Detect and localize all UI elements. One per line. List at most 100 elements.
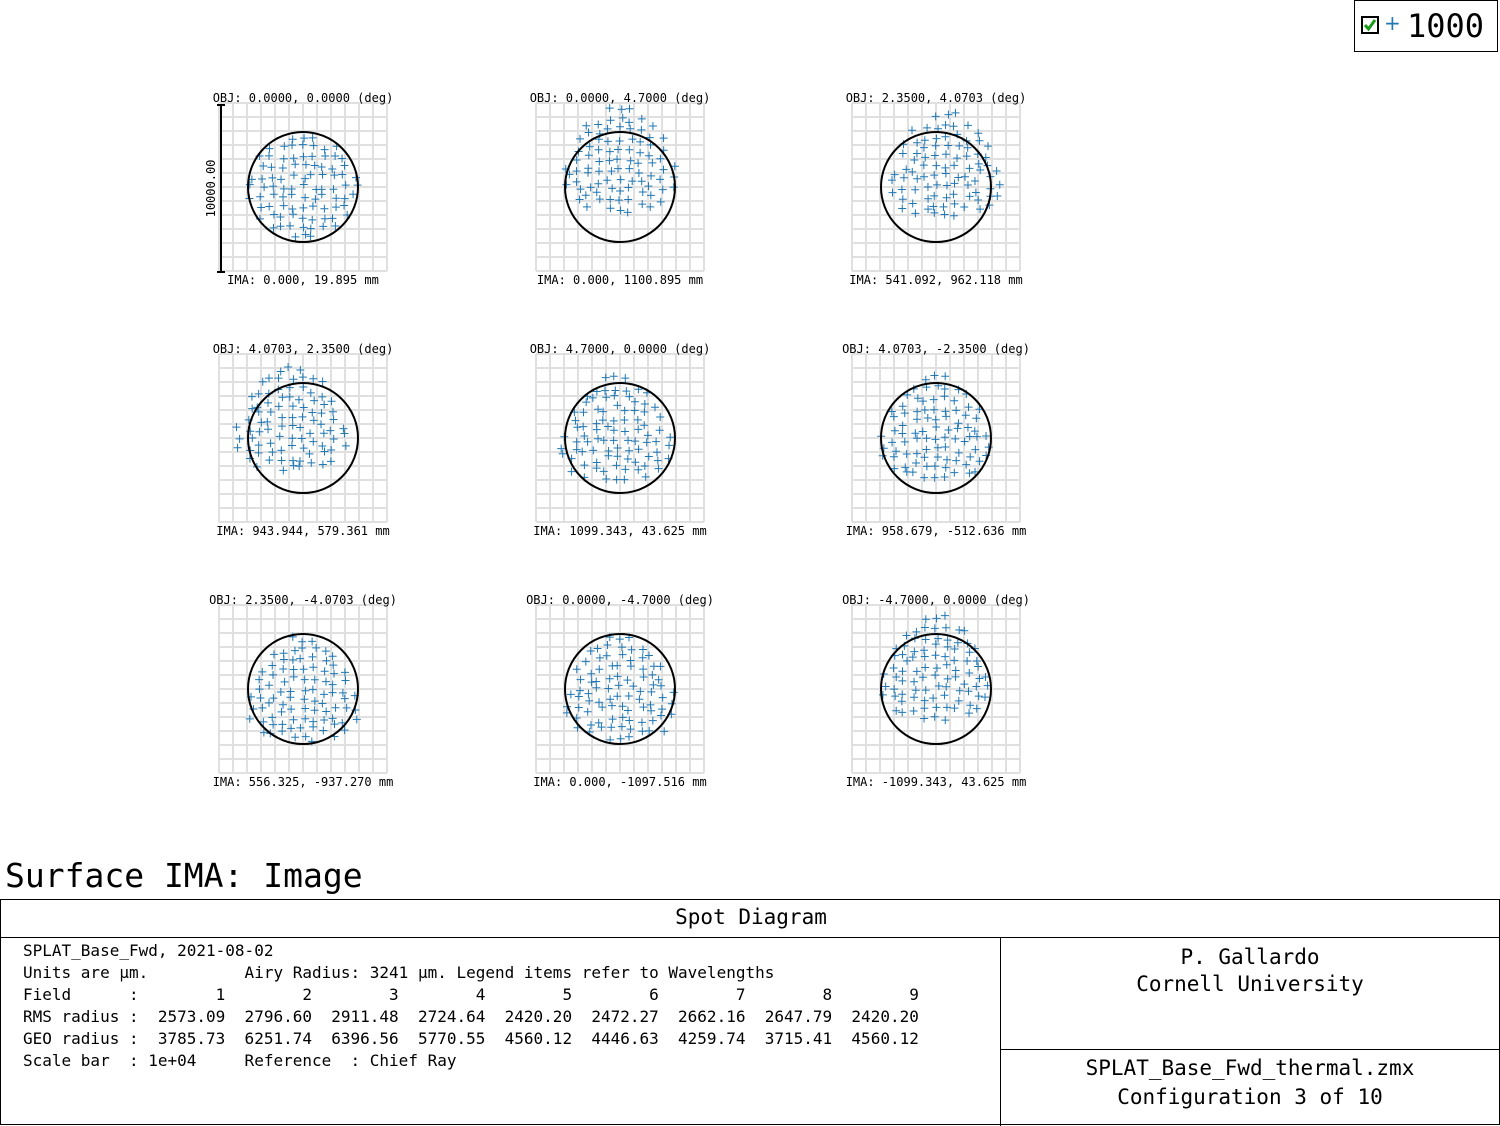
spot-marker	[646, 191, 655, 200]
spot-marker	[981, 673, 990, 682]
spot-marker	[299, 180, 308, 189]
spot-marker	[255, 427, 264, 436]
spot-marker	[269, 650, 278, 659]
spot-marker	[621, 465, 630, 474]
spot-marker	[310, 697, 319, 706]
spot-marker	[327, 445, 336, 454]
spot-marker	[296, 723, 305, 732]
spot-marker	[606, 204, 615, 213]
spot-marker	[289, 672, 298, 681]
spot-marker	[888, 176, 896, 185]
spot-marker	[930, 171, 939, 180]
spot-marker	[972, 704, 981, 713]
summary-line-geo: GEO radius : 3785.73 6251.74 6396.56 577…	[23, 1029, 919, 1048]
spot-marker	[288, 421, 297, 430]
spot-marker	[941, 407, 950, 416]
spot-marker	[652, 437, 661, 446]
spot-marker	[276, 688, 285, 697]
spot-marker	[620, 406, 629, 415]
object-field-label: OBJ: 0.0000, 4.7000 (deg)	[530, 91, 711, 105]
spot-marker	[903, 656, 912, 665]
spot-marker	[949, 122, 958, 131]
spot-marker	[889, 452, 898, 461]
spot-marker	[279, 700, 288, 709]
spot-marker	[631, 397, 640, 406]
spot-marker	[920, 696, 929, 705]
spot-marker	[330, 171, 339, 180]
spot-marker	[232, 423, 241, 432]
spot-marker	[605, 156, 614, 165]
spot-marker	[943, 674, 952, 683]
object-field-label: OBJ: 0.0000, -4.7000 (deg)	[526, 593, 714, 607]
spot-marker	[932, 161, 941, 170]
spot-marker	[572, 445, 581, 454]
spot-marker	[320, 145, 329, 154]
spot-marker	[603, 124, 612, 133]
spot-marker	[309, 663, 318, 672]
spot-marker	[934, 634, 943, 643]
spot-marker	[592, 188, 601, 197]
object-field-label: OBJ: 2.3500, -4.0703 (deg)	[209, 593, 397, 607]
spot-marker	[586, 183, 595, 192]
spot-marker	[264, 425, 273, 434]
airy-circle	[247, 131, 359, 243]
spot-marker	[943, 642, 952, 651]
spot-marker	[898, 149, 907, 158]
spot-marker	[287, 441, 296, 450]
spot-marker	[287, 705, 296, 714]
spot-marker	[289, 154, 298, 163]
spot-marker	[931, 415, 940, 424]
author-name: P. Gallardo	[1180, 945, 1320, 969]
spot-marker	[931, 640, 940, 649]
spot-marker	[920, 714, 929, 723]
spot-marker	[942, 193, 951, 202]
spot-marker	[609, 416, 618, 425]
spot-marker	[971, 445, 980, 454]
spot-marker	[941, 150, 950, 159]
spot-marker	[338, 718, 347, 727]
spot-marker	[301, 704, 310, 713]
spot-marker	[566, 690, 575, 699]
spot-marker	[604, 684, 613, 693]
spot-marker	[922, 445, 931, 454]
spot-marker	[656, 413, 665, 422]
spot-marker	[299, 444, 308, 453]
spot-marker	[954, 419, 963, 428]
spot-marker	[965, 432, 974, 441]
spot-marker	[266, 439, 275, 448]
spot-marker	[328, 652, 337, 661]
spot-marker	[300, 675, 309, 684]
spot-marker	[963, 143, 972, 152]
spot-marker	[920, 646, 929, 655]
spot-marker	[942, 412, 951, 421]
spot-marker	[254, 407, 263, 416]
wavelength-checkbox[interactable]	[1361, 16, 1379, 34]
spot-marker	[901, 463, 910, 472]
spot-marker	[328, 214, 337, 223]
spot-marker	[897, 697, 906, 706]
spot-marker	[625, 118, 634, 127]
spot-marker	[965, 668, 974, 677]
spot-marker	[320, 204, 329, 213]
airy-circle	[564, 131, 676, 243]
spot-marker	[309, 416, 318, 425]
spot-marker	[963, 657, 972, 666]
spot-marker	[614, 145, 623, 154]
spot-marker	[960, 203, 969, 212]
surface-title: Surface IMA: Image	[5, 856, 363, 895]
spot-marker	[972, 682, 981, 691]
spot-marker	[340, 429, 349, 438]
spot-marker	[603, 641, 612, 650]
spot-marker	[300, 695, 309, 704]
spot-panel-4: OBJ: 4.0703, 2.3500 (deg) IMA: 943.944, 5…	[213, 342, 394, 538]
spot-marker	[658, 185, 667, 194]
spot-marker	[625, 104, 634, 113]
spot-marker	[922, 434, 931, 443]
spot-marker	[898, 195, 907, 204]
spot-marker	[609, 436, 618, 445]
spot-marker	[932, 422, 941, 431]
spot-marker	[970, 177, 979, 186]
spot-marker	[943, 636, 952, 645]
spot-marker	[940, 691, 949, 700]
spot-marker	[585, 696, 594, 705]
